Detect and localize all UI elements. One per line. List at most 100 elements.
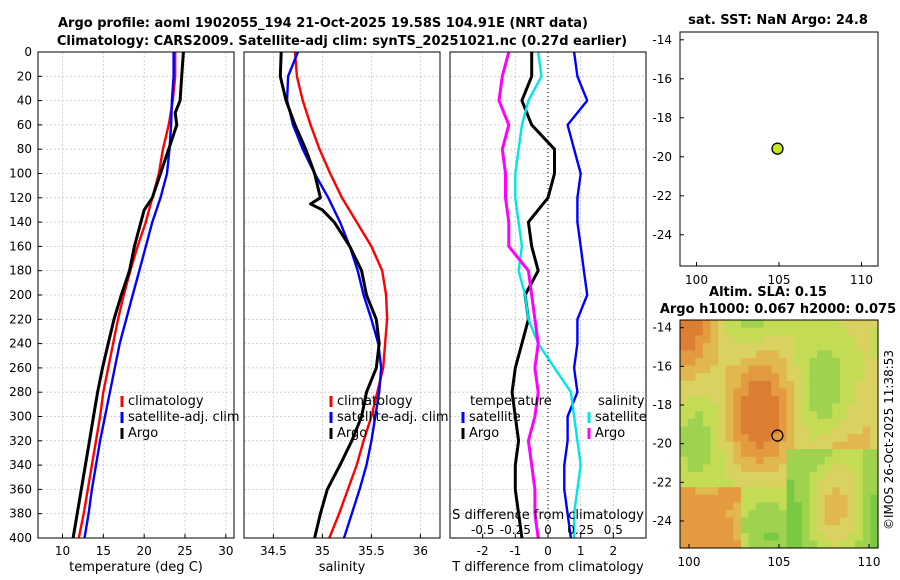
heatmap-cell [695,335,704,344]
legend-label: climatology [337,394,413,409]
heatmap-cell [710,487,719,496]
heatmap-cell [771,342,780,351]
heatmap-cell [870,418,879,427]
heatmap-cell [763,525,772,534]
heatmap-cell [740,335,750,344]
heatmap-cell [809,335,818,344]
heatmap-cell [801,388,811,397]
heatmap-cell [862,456,871,465]
heatmap-cell [809,479,818,488]
heatmap-cell [702,517,712,526]
heatmap-cell [748,327,757,336]
heatmap-cell [779,487,788,496]
heatmap-cell [855,358,864,367]
heatmap-cell [763,464,772,473]
heatmap-cell [809,434,818,443]
heatmap-cell [680,320,689,329]
heatmap-cell [710,342,719,351]
heatmap-cell [862,426,871,435]
heatmap-cell [794,327,803,336]
heatmap-cell [839,342,849,351]
y-tick-label: -14 [652,33,672,47]
heatmap-cell [748,487,757,496]
heatmap-cell [733,396,742,405]
heatmap-cell [725,540,734,549]
heatmap-cell [740,540,750,549]
heatmap-cell [702,396,712,405]
heatmap-cell [794,532,803,541]
heatmap-cell [794,517,803,526]
heatmap-cell [832,358,841,367]
heatmap-cell [710,365,719,374]
heatmap-cell [862,472,871,481]
heatmap-cell [687,373,696,382]
heatmap-cell [794,403,803,412]
heatmap-cell [740,479,750,488]
heatmap-cell [710,540,719,549]
heatmap-cell [855,479,864,488]
heatmap-cell [771,418,780,427]
heatmap-cell [832,327,841,336]
heatmap-cell [702,350,712,359]
heatmap-cell [710,494,719,503]
heatmap-cell [695,456,704,465]
heatmap-cell [710,388,719,397]
heatmap-cell [718,380,727,389]
heatmap-cell [794,494,803,503]
top-tick-label: -0.25 [500,523,531,537]
heatmap-cell [855,434,864,443]
heatmap-cell [794,342,803,351]
heatmap-cell [824,449,833,458]
heatmap-cell [817,365,826,374]
heatmap-cell [740,411,750,420]
heatmap-cell [718,426,727,435]
sla-map-title: Altim. SLA: 0.15 [709,285,827,300]
heatmap-cell [733,365,742,374]
x-tick-label: 100 [685,273,708,287]
heatmap-cell [817,320,826,329]
heatmap-cell [824,373,833,382]
heatmap-cell [733,342,742,351]
series-line [563,51,589,539]
heatmap-cell [839,502,849,511]
heatmap-cell [870,342,879,351]
heatmap-cell [832,464,841,473]
heatmap-cell [779,350,788,359]
heatmap-cell [680,418,689,427]
heatmap-cell [862,494,871,503]
heatmap-cell [794,487,803,496]
heatmap-cell [687,335,696,344]
heatmap-cell [771,358,780,367]
heatmap-cell [870,434,879,443]
heatmap-cell [733,487,742,496]
top-tick-label: 0.5 [604,523,623,537]
heatmap-cell [718,487,727,496]
heatmap-cell [801,342,811,351]
heatmap-cell [740,456,750,465]
heatmap-cell [687,540,696,549]
heatmap-cell [748,411,757,420]
heatmap-cell [809,388,818,397]
heatmap-cell [733,540,742,549]
heatmap-cell [733,320,742,329]
heatmap-cell [824,418,833,427]
heatmap-cell [786,510,795,519]
heatmap-cell [763,388,772,397]
heatmap-cell [695,388,704,397]
heatmap-cell [809,456,818,465]
heatmap-cell [763,327,772,336]
heatmap-cell [725,358,734,367]
heatmap-cell [725,517,734,526]
heatmap-cell [817,388,826,397]
heatmap-cell [794,510,803,519]
heatmap-cell [870,380,879,389]
heatmap-cell [847,350,856,359]
heatmap-cell [824,456,833,465]
heatmap-cell [839,396,849,405]
series-line [77,52,177,539]
heatmap-cell [718,502,727,511]
heatmap-cell [839,434,849,443]
heatmap-cell [801,380,811,389]
argo-location-marker [771,142,784,155]
heatmap-cell [680,456,689,465]
